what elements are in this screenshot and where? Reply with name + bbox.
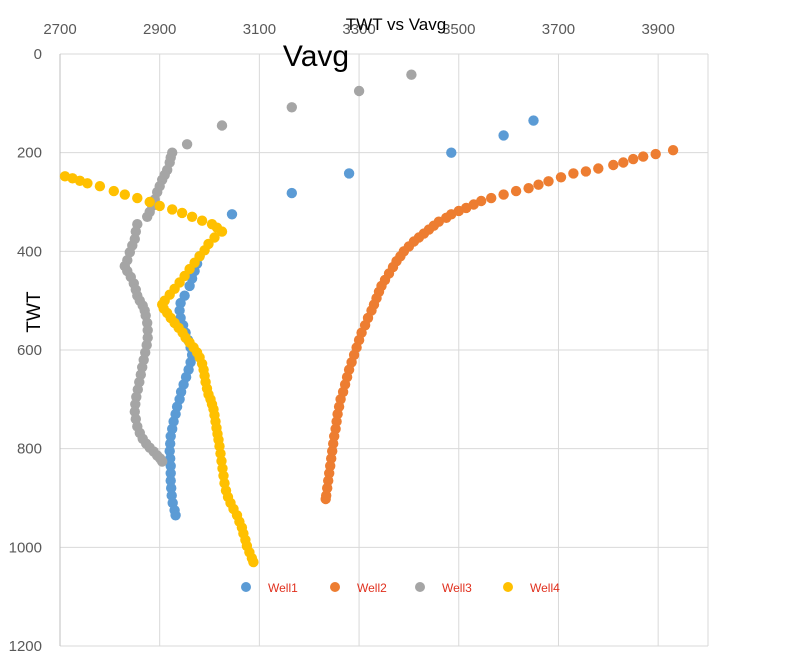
data-point-well4 — [248, 556, 259, 568]
data-point-well2 — [650, 148, 661, 160]
data-point-well2 — [486, 192, 497, 204]
data-point-well3 — [353, 85, 365, 97]
data-point-well2 — [593, 163, 604, 174]
data-point-well1 — [343, 168, 355, 179]
legend-item-well3: Well3 — [415, 581, 472, 595]
data-point-well1 — [498, 130, 509, 141]
legend-marker — [503, 582, 513, 592]
data-point-well2 — [555, 172, 567, 183]
x-tick-label: 3100 — [243, 21, 276, 38]
data-point-well4 — [82, 178, 93, 189]
data-point-well2 — [580, 166, 592, 177]
data-point-well2 — [638, 151, 649, 162]
data-point-well4 — [167, 204, 178, 215]
data-point-well3 — [142, 211, 153, 222]
data-point-well1 — [164, 445, 175, 457]
data-point-well2 — [628, 153, 639, 165]
legend-label: Well4 — [530, 581, 560, 595]
legend-item-well2: Well2 — [330, 581, 387, 595]
data-point-well2 — [320, 493, 331, 505]
legend-item-well4: Well4 — [503, 581, 560, 595]
data-point-well1 — [446, 147, 457, 158]
data-point-well4 — [144, 196, 155, 208]
data-point-well2 — [498, 189, 509, 200]
y-axis-label: TWT — [24, 291, 45, 333]
data-point-well2 — [523, 183, 534, 194]
data-point-well3 — [142, 317, 153, 329]
y-tick-label: 0 — [34, 46, 42, 63]
data-point-well1 — [165, 468, 176, 479]
data-point-well2 — [667, 145, 679, 156]
legend-marker — [415, 582, 425, 592]
data-point-well3 — [124, 247, 135, 258]
data-point-well1 — [166, 482, 177, 494]
data-point-well1 — [528, 115, 539, 126]
chart-title: TWT vs Vavg — [346, 15, 446, 34]
data-point-well4 — [132, 192, 143, 204]
data-point-well1 — [165, 460, 176, 472]
y-tick-label: 400 — [17, 243, 42, 260]
data-point-well3 — [181, 139, 193, 150]
legend: Well1 Well2 Well3 Well4 — [241, 581, 560, 595]
data-point-well3 — [406, 69, 417, 80]
y-tick-label: 1200 — [9, 638, 42, 655]
data-point-well3 — [286, 102, 297, 113]
x-tick-label: 2700 — [43, 21, 76, 38]
data-point-well3 — [130, 399, 141, 410]
data-point-well4 — [94, 181, 106, 192]
data-point-well4 — [108, 185, 120, 197]
legend-label: Well3 — [442, 581, 472, 595]
data-point-well4 — [196, 215, 208, 226]
data-point-well4 — [154, 200, 165, 212]
x-tick-label: 3300 — [342, 21, 375, 38]
x-tick-label: 3500 — [442, 21, 475, 38]
data-points — [59, 69, 679, 568]
data-point-well1 — [286, 187, 297, 199]
data-point-well1 — [165, 475, 176, 486]
data-point-well2 — [568, 168, 579, 179]
y-tick-label: 1000 — [9, 539, 42, 556]
data-point-well4 — [119, 189, 130, 200]
data-point-well3 — [142, 325, 153, 336]
x-tick-label: 3700 — [542, 21, 575, 38]
data-point-well1 — [170, 510, 181, 521]
data-point-well1 — [226, 209, 238, 220]
chart-subtitle: Vavg — [283, 40, 349, 73]
data-point-well3 — [216, 120, 228, 131]
data-point-well1 — [165, 438, 176, 449]
legend-label: Well2 — [357, 581, 387, 595]
legend-marker — [330, 582, 340, 592]
legend-item-well1: Well1 — [241, 581, 298, 595]
y-tick-label: 200 — [17, 145, 42, 162]
data-point-well4 — [176, 207, 188, 219]
data-point-well4 — [186, 211, 198, 222]
y-tick-label: 600 — [17, 342, 42, 359]
legend-label: Well1 — [268, 581, 298, 595]
data-point-well2 — [533, 179, 544, 190]
data-point-well3 — [157, 456, 168, 467]
data-point-well2 — [510, 185, 522, 197]
y-tick-labels: 0 200 400 600 800 1000 1200 — [9, 46, 42, 655]
data-point-well2 — [618, 157, 629, 168]
grid — [59, 53, 709, 647]
data-point-well2 — [543, 176, 554, 187]
x-tick-label: 2900 — [143, 21, 176, 38]
data-point-well1 — [165, 431, 176, 442]
data-point-well4 — [216, 226, 228, 237]
y-tick-label: 800 — [17, 441, 42, 458]
data-point-well2 — [608, 159, 619, 171]
data-point-well1 — [184, 280, 195, 292]
data-point-well1 — [165, 453, 176, 464]
x-tick-labels: 2700 2900 3100 3300 3500 3700 3900 — [43, 21, 675, 38]
x-tick-label: 3900 — [641, 21, 674, 38]
legend-marker — [241, 582, 251, 592]
